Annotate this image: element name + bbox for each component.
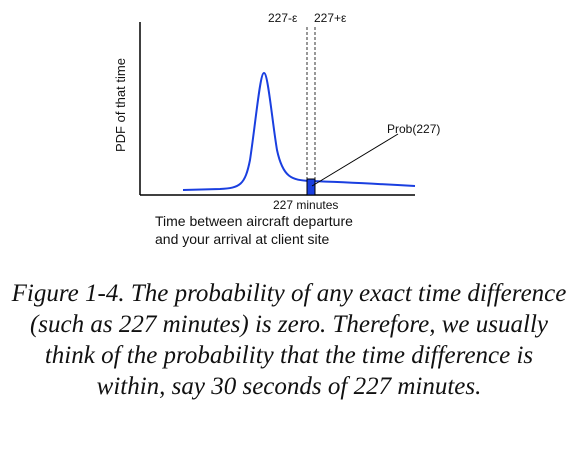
- plus-eps-label: 227+ε: [314, 11, 347, 25]
- prob-label: Prob(227): [387, 122, 440, 136]
- x-axis-label-line1: Time between aircraft departure: [155, 213, 353, 229]
- point-label: 227 minutes: [273, 198, 338, 212]
- figure-caption: Figure 1-4. The probability of any exact…: [11, 280, 567, 400]
- minus-eps-label: 227-ε: [268, 11, 298, 25]
- prob-shaded-region: [306, 178, 316, 196]
- pdf-figure: PDF of that time 227-ε 227+ε Prob(227) 2…: [113, 11, 440, 247]
- x-axis-label-line2: and your arrival at client site: [155, 231, 330, 247]
- y-axis-label: PDF of that time: [113, 58, 128, 152]
- prob-pointer-line: [311, 133, 399, 187]
- pdf-curve: [182, 71, 416, 191]
